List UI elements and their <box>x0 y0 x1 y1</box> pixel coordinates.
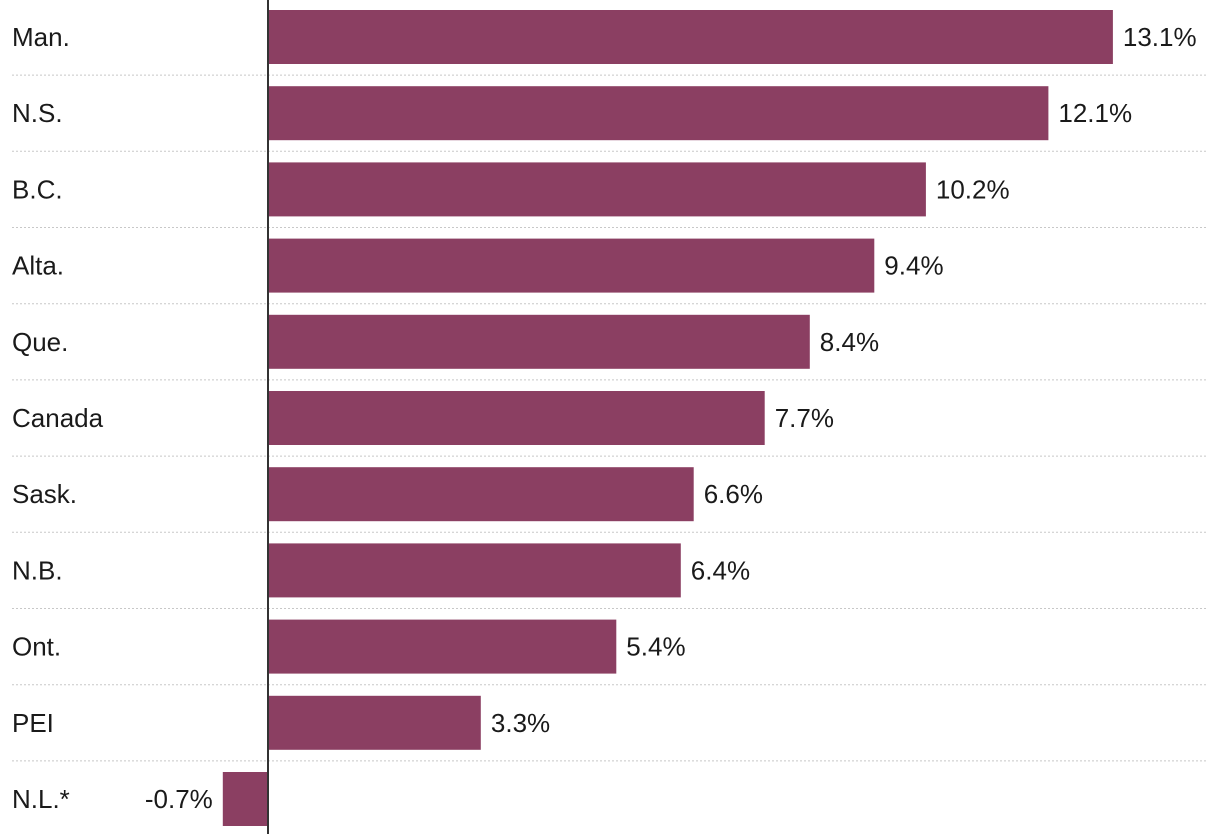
bar-man <box>268 10 1113 64</box>
value-label-sask: 6.6% <box>704 479 763 509</box>
value-label-man: 13.1% <box>1123 22 1197 52</box>
bar-n-s <box>268 86 1049 141</box>
bars <box>222 10 1113 826</box>
gridlines <box>12 74 1208 762</box>
value-label-pei: 3.3% <box>491 708 550 738</box>
category-label-n-l: N.L.* <box>12 784 70 814</box>
category-label-pei: PEI <box>12 708 54 738</box>
value-label-ont: 5.4% <box>626 632 685 662</box>
bar-sask <box>268 467 694 522</box>
category-label-sask: Sask. <box>12 479 77 509</box>
value-label-b-c: 10.2% <box>936 174 1010 204</box>
bar-n-l <box>222 772 268 826</box>
bar-canada <box>268 391 765 445</box>
bar-que <box>268 314 810 369</box>
bar-alta <box>268 238 875 293</box>
bar-b-c <box>268 162 926 217</box>
category-label-n-s: N.S. <box>12 98 63 128</box>
value-label-n-s: 12.1% <box>1058 98 1132 128</box>
value-label-que: 8.4% <box>820 327 879 357</box>
category-label-ont: Ont. <box>12 632 61 662</box>
category-label-man: Man. <box>12 22 70 52</box>
bar-ont <box>268 619 617 674</box>
bar-pei <box>268 695 481 750</box>
category-label-n-b: N.B. <box>12 555 63 585</box>
category-label-que: Que. <box>12 327 68 357</box>
value-label-alta: 9.4% <box>884 251 943 281</box>
category-label-canada: Canada <box>12 403 104 433</box>
bar-n-b <box>268 543 681 598</box>
value-label-n-b: 6.4% <box>691 555 750 585</box>
category-label-b-c: B.C. <box>12 174 63 204</box>
value-label-canada: 7.7% <box>775 403 834 433</box>
labels: Man. 13.1% N.S. 12.1% B.C. 10.2% Alta. 9.4% Que.… <box>12 22 1197 814</box>
category-label-alta: Alta. <box>12 251 64 281</box>
value-label-n-l: -0.7% <box>145 784 213 814</box>
